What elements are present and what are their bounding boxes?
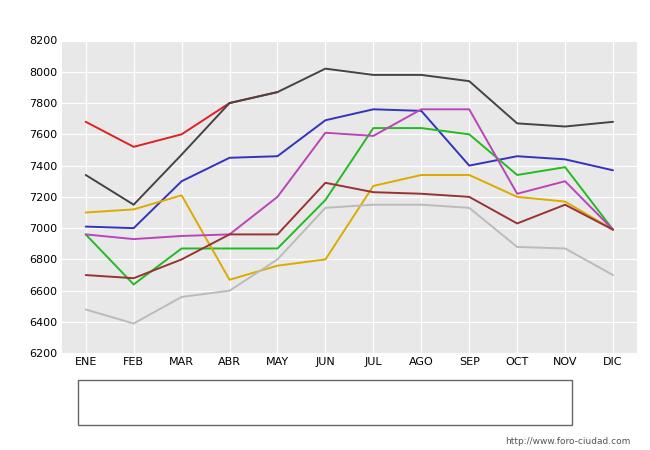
Text: 2022: 2022 xyxy=(226,398,255,408)
Text: 2021: 2021 xyxy=(285,398,314,408)
Text: 2018: 2018 xyxy=(463,398,491,408)
Text: 2020: 2020 xyxy=(344,398,373,408)
Text: Afiliados en Villajoyosa/la Vila Joiosa a 31/5/2024: Afiliados en Villajoyosa/la Vila Joiosa … xyxy=(104,12,546,27)
Text: 2024: 2024 xyxy=(108,398,136,408)
Text: http://www.foro-ciudad.com: http://www.foro-ciudad.com xyxy=(505,436,630,446)
Text: 2017: 2017 xyxy=(523,398,551,408)
FancyBboxPatch shape xyxy=(78,380,572,425)
Text: 2023: 2023 xyxy=(167,398,195,408)
Text: 2019: 2019 xyxy=(404,398,432,408)
